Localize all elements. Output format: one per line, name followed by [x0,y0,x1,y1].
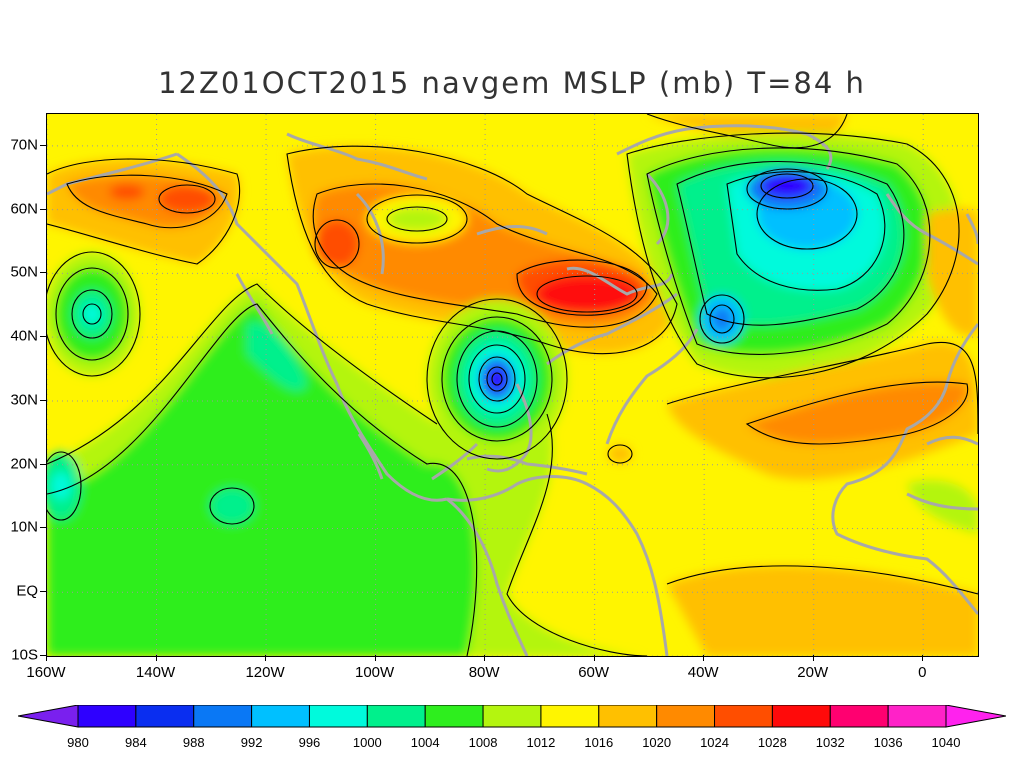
lon-tick-label: 80W [468,664,500,681]
lon-tick [703,655,705,661]
colorbar-swatch [424,705,484,728]
colorbar-label: 1012 [526,735,556,750]
lat-tick [40,336,46,338]
lat-tick [40,527,46,529]
colorbar-extend-low [18,705,79,728]
map-title: 12Z01OCT2015 navgem MSLP (mb) T=84 h [158,66,866,100]
lon-tick [155,655,157,661]
pressure-field [47,114,978,656]
lon-tick [593,655,595,661]
colorbar [18,705,1006,728]
lon-tick [484,655,486,661]
lat-tick-label: 30N [10,391,38,409]
lat-tick [40,463,46,465]
lon-tick-label: 120W [245,664,285,681]
colorbar-label: 980 [67,735,89,750]
colorbar-label: 1036 [873,735,903,750]
lat-tick-label: 40N [10,327,38,345]
colorbar-label: 1040 [931,735,961,750]
colorbar-label: 1004 [410,735,440,750]
colorbar-swatch [887,705,947,728]
colorbar-swatch [308,705,368,728]
pressure-map [46,113,979,657]
lat-lon-grid [47,114,978,656]
coastlines [47,124,978,656]
colorbar-swatch [714,705,773,728]
lat-tick [40,655,46,656]
colorbar-label: 1032 [815,735,845,750]
lat-tick-label: 70N [10,136,38,154]
lon-tick-label: 40W [687,664,719,681]
colorbar-label: 1008 [468,735,498,750]
lon-tick-label: 100W [354,664,395,681]
colorbar-swatch [829,705,889,728]
lat-tick [40,208,46,210]
lon-tick-label: 60W [578,664,610,681]
colorbar-swatch [656,705,716,728]
lon-tick-label: 0 [918,664,927,681]
lat-tick-label: 60N [10,200,38,218]
colorbar-swatch [135,705,195,728]
lon-tick [812,655,814,661]
isobars [47,114,978,656]
lon-tick-label: 140W [135,664,176,681]
lon-tick-label: 160W [26,664,66,681]
lat-tick-label: 50N [10,263,38,281]
colorbar-label: 1024 [700,735,729,750]
lat-tick [40,591,46,593]
lat-tick [40,272,46,274]
colorbar-swatch [598,705,658,728]
lon-tick [265,655,267,661]
lat-tick-label: EQ [16,582,38,600]
lat-tick-label: 10S [11,646,38,664]
lat-tick [40,144,46,146]
colorbar-extend-high [945,705,1006,728]
lat-tick [40,399,46,401]
colorbar-swatch [482,705,542,728]
colorbar-label: 996 [298,735,321,750]
colorbar-label: 988 [182,735,205,750]
colorbar-swatch [540,705,600,728]
colorbar-label: 1020 [642,735,672,750]
colorbar-swatch [366,705,426,728]
lon-tick [374,655,376,661]
lon-tick [46,655,47,661]
lon-tick-label: 20W [797,664,829,681]
colorbar-swatch [193,705,253,728]
lon-tick [922,655,924,661]
colorbar-swatch [251,705,310,728]
colorbar-label: 1028 [757,735,787,750]
colorbar-label: 984 [125,735,147,750]
colorbar-label: 1016 [584,735,614,750]
colorbar-label: 1000 [352,735,382,750]
lat-tick-label: 10N [10,518,38,536]
colorbar-label: 992 [240,735,263,750]
colorbar-swatch [771,705,831,728]
lat-tick-label: 20N [10,455,38,473]
pressure-fill [47,114,978,656]
colorbar-swatch [77,705,137,728]
